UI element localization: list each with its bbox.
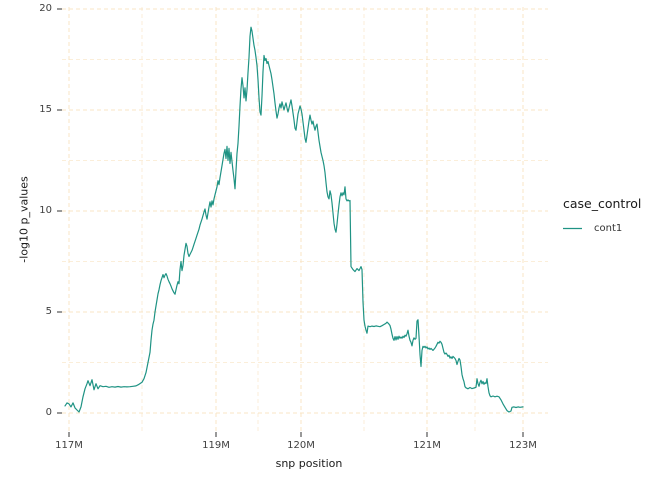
x-axis-title: snp position — [275, 457, 343, 470]
legend-title: case_control — [563, 196, 642, 211]
y-tick-label: 5 — [45, 306, 52, 317]
y-tick-label: 20 — [39, 3, 52, 14]
legend-item-label: cont1 — [594, 223, 623, 234]
legend: case_control cont1 — [563, 196, 668, 234]
x-tick-label: 123M — [509, 440, 537, 451]
series-line-cont1 — [64, 26, 524, 413]
x-tick-label: 117M — [55, 440, 83, 451]
x-tick-label: 120M — [287, 440, 315, 451]
legend-item-cont1: cont1 — [563, 223, 668, 234]
y-tick-label: 15 — [39, 104, 52, 115]
legend-line-swatch-icon — [563, 227, 582, 230]
y-axis-title: -log10 p_values — [17, 176, 31, 263]
y-tick-label: 0 — [45, 407, 52, 418]
y-tick-label: 10 — [39, 205, 52, 216]
x-tick-label: 121M — [413, 440, 441, 451]
x-tick-label: 119M — [202, 440, 230, 451]
